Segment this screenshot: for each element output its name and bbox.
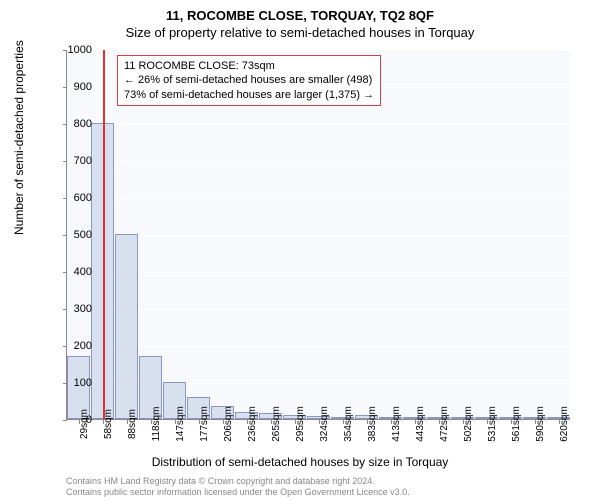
xtick-label: 295sqm — [295, 406, 306, 442]
chart-container: 29sqm58sqm88sqm118sqm147sqm177sqm206sqm2… — [66, 50, 570, 420]
ytick-label: 200 — [52, 340, 92, 352]
gridline — [67, 198, 570, 199]
ytick-label: 800 — [52, 118, 92, 130]
gridline — [67, 346, 570, 347]
gridline — [67, 124, 570, 125]
info-box: 11 ROCOMBE CLOSE: 73sqm← 26% of semi-det… — [117, 55, 381, 106]
ytick-label: 0 — [52, 414, 92, 426]
xtick-label: 236sqm — [247, 406, 258, 442]
plot-area: 29sqm58sqm88sqm118sqm147sqm177sqm206sqm2… — [66, 50, 570, 420]
xtick-label: 265sqm — [271, 406, 282, 442]
xtick-label: 206sqm — [223, 406, 234, 442]
ytick-label: 400 — [52, 266, 92, 278]
xtick-label: 620sqm — [559, 406, 570, 442]
xtick-label: 443sqm — [415, 406, 426, 442]
gridline — [67, 50, 570, 51]
footer-line1: Contains HM Land Registry data © Crown c… — [66, 476, 410, 487]
histogram-bar — [115, 234, 138, 419]
info-box-line: 73% of semi-detached houses are larger (… — [124, 88, 374, 102]
ytick-label: 700 — [52, 155, 92, 167]
footer-attribution: Contains HM Land Registry data © Crown c… — [66, 476, 410, 498]
gridline — [67, 272, 570, 273]
ytick-label: 900 — [52, 81, 92, 93]
ytick-label: 600 — [52, 192, 92, 204]
property-marker-line — [103, 50, 105, 419]
xtick-label: 413sqm — [391, 406, 402, 442]
xtick-label: 531sqm — [487, 406, 498, 442]
chart-title: Size of property relative to semi-detach… — [0, 23, 600, 40]
chart-supertitle: 11, ROCOMBE CLOSE, TORQUAY, TQ2 8QF — [0, 0, 600, 23]
xtick-label: 147sqm — [175, 406, 186, 442]
xtick-label: 472sqm — [439, 406, 450, 442]
info-box-line: ← 26% of semi-detached houses are smalle… — [124, 73, 374, 87]
xtick-label: 502sqm — [463, 406, 474, 442]
gridline — [67, 235, 570, 236]
info-box-line: 11 ROCOMBE CLOSE: 73sqm — [124, 59, 374, 73]
xtick-label: 383sqm — [367, 406, 378, 442]
ytick-label: 1000 — [52, 44, 92, 56]
xtick-label: 88sqm — [127, 409, 138, 439]
xtick-label: 177sqm — [199, 406, 210, 442]
xtick-label: 118sqm — [151, 407, 162, 442]
x-axis-label: Distribution of semi-detached houses by … — [0, 455, 600, 469]
ytick-label: 100 — [52, 377, 92, 389]
footer-line2: Contains public sector information licen… — [66, 487, 410, 498]
gridline — [67, 309, 570, 310]
gridline — [67, 161, 570, 162]
ytick-label: 500 — [52, 229, 92, 241]
xtick-label: 324sqm — [319, 406, 330, 442]
xtick-label: 561sqm — [511, 406, 522, 442]
ytick-label: 300 — [52, 303, 92, 315]
xtick-label: 590sqm — [535, 406, 546, 442]
xtick-label: 354sqm — [343, 406, 354, 442]
y-axis-label: Number of semi-detached properties — [12, 40, 26, 235]
